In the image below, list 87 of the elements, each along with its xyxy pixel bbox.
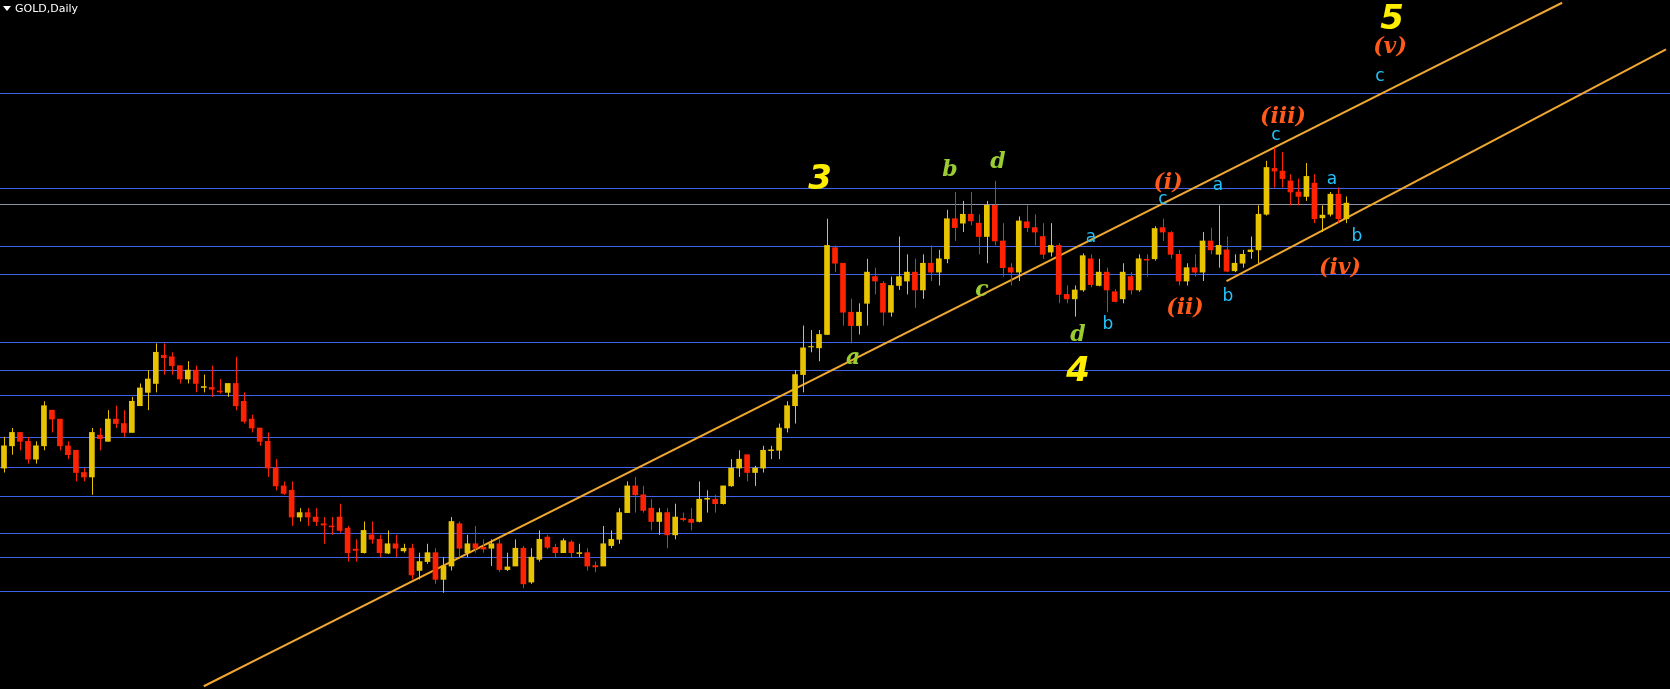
- annotation: b: [1222, 285, 1234, 306]
- candlestick: [25, 436, 31, 465]
- annotation: 3: [808, 156, 832, 197]
- candlestick: [1327, 191, 1334, 217]
- candlestick: [688, 507, 694, 531]
- candlestick: [832, 244, 838, 273]
- candlestick: [584, 547, 591, 571]
- candlestick: [272, 458, 279, 491]
- candlestick: [9, 427, 15, 456]
- candlestick: [49, 409, 55, 433]
- candlestick: [808, 329, 814, 353]
- candlestick: [352, 538, 359, 563]
- candlestick: [1215, 204, 1222, 269]
- candlestick: [784, 400, 790, 433]
- candlestick: [1, 436, 7, 474]
- candlestick: [760, 445, 766, 474]
- candlestick: [1071, 285, 1078, 318]
- candlestick: [416, 552, 423, 580]
- candlestick: [896, 236, 902, 291]
- candlestick: [113, 405, 119, 429]
- candlestick: [1047, 222, 1054, 258]
- candlestick: [97, 427, 103, 451]
- candlestick: [73, 449, 79, 482]
- annotation: d: [990, 146, 1006, 173]
- candlestick: [208, 365, 215, 398]
- candlestick: [192, 365, 199, 393]
- annotation: b: [942, 154, 958, 181]
- candlestick: [856, 302, 862, 335]
- candlestick: [728, 458, 734, 488]
- candlestick: [752, 465, 758, 487]
- candlestick: [928, 244, 934, 282]
- annotation: b: [1351, 225, 1363, 246]
- candlestick: [1007, 262, 1014, 286]
- candlestick: [672, 503, 679, 540]
- candlestick: [1039, 222, 1046, 260]
- candlestick: [664, 507, 671, 549]
- candlestick: [33, 440, 39, 465]
- annotation: b: [1102, 313, 1114, 334]
- candlestick: [648, 498, 655, 531]
- candlestick: [240, 391, 247, 425]
- candlestick: [168, 351, 175, 376]
- candlestick: [472, 525, 479, 554]
- candlestick: [640, 485, 647, 514]
- candlestick: [1031, 213, 1038, 246]
- candlestick: [696, 480, 702, 523]
- candlestick: [1023, 204, 1030, 233]
- candlestick: [424, 543, 431, 565]
- candlestick: [656, 507, 663, 536]
- candlestick: [912, 258, 918, 309]
- candlestick: [184, 360, 191, 384]
- candlestick: [776, 423, 782, 460]
- annotation: a: [1326, 168, 1338, 189]
- annotation: c: [975, 274, 990, 301]
- candlestick: [1095, 258, 1102, 287]
- candlestick: [968, 191, 974, 226]
- candlestick: [488, 538, 495, 567]
- candlestick: [536, 529, 543, 563]
- candlestick: [464, 534, 471, 558]
- candlestick: [960, 200, 966, 233]
- candlestick: [232, 356, 239, 411]
- candlestick: [121, 409, 127, 438]
- candlestick: [392, 534, 399, 558]
- candlestick: [704, 489, 710, 514]
- candlestick: [1103, 267, 1110, 313]
- candlestick: [600, 525, 607, 567]
- text: c: [1375, 65, 1385, 86]
- annotation: (ii): [1166, 292, 1204, 319]
- candlestick: [816, 329, 822, 362]
- candlestick: [872, 267, 878, 295]
- candlestick: [736, 449, 742, 478]
- candlestick: [105, 409, 111, 442]
- candlestick: [632, 476, 639, 514]
- candlestick: [1303, 162, 1310, 202]
- candlestick: [160, 342, 167, 376]
- candlestick: [976, 213, 982, 255]
- chart-title: GOLD,Daily: [15, 2, 79, 15]
- candlestick: [936, 249, 942, 286]
- candlestick: [904, 253, 910, 295]
- candlestick: [320, 516, 327, 545]
- candlestick: [952, 191, 958, 242]
- annotation: (iv): [1319, 252, 1361, 279]
- annotation: d: [1070, 319, 1086, 346]
- candlestick: [1167, 230, 1174, 260]
- candlestick: [137, 382, 143, 407]
- candlestick: [744, 454, 750, 482]
- candlestick: [848, 298, 854, 344]
- candlestick: [144, 369, 151, 411]
